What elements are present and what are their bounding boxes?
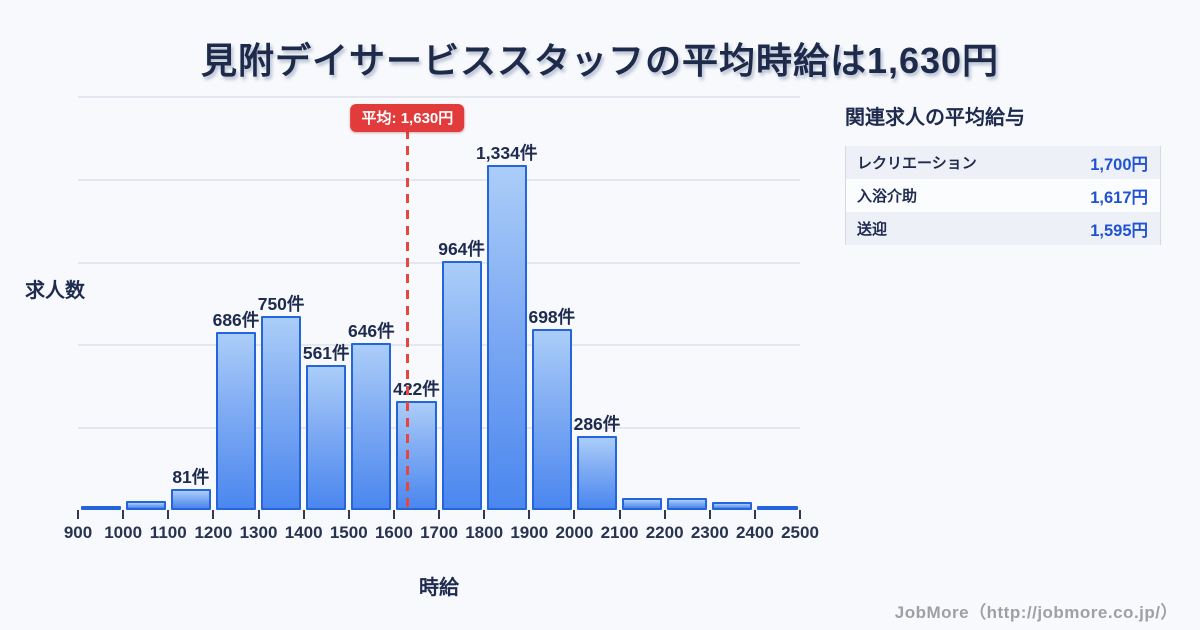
- bar-value-label: 750件: [257, 294, 305, 314]
- x-tick: [77, 510, 79, 519]
- x-tick-label: 900: [63, 523, 93, 542]
- bar-2400-2500: [757, 506, 798, 510]
- related-job-value: 1,595円: [1090, 221, 1148, 240]
- bar-1900-2000: [531, 329, 572, 510]
- bar-1100-1200: [170, 489, 211, 510]
- x-tick: [528, 510, 531, 519]
- bar-value-label: 964件: [438, 239, 485, 259]
- bar-1400-1500: [306, 365, 347, 510]
- x-tick-label: 2200: [645, 523, 684, 542]
- x-tick-label: 2500: [781, 523, 819, 542]
- gridline: [78, 344, 800, 346]
- x-tick-label: 1800: [465, 523, 504, 542]
- x-tick: [212, 510, 215, 519]
- x-tick-label: 1300: [239, 523, 278, 542]
- related-job-row: 送迎 1,595円: [846, 212, 1160, 245]
- x-tick-label: 2100: [600, 523, 639, 542]
- bar-900-1000: [80, 506, 121, 510]
- gridline: [78, 427, 800, 429]
- x-tick: [708, 510, 711, 519]
- bar-value-label: 561件: [302, 343, 350, 363]
- x-tick-label: 1200: [194, 523, 233, 542]
- page-title: 見附デイサービススタッフの平均時給は1,630円: [200, 40, 1000, 81]
- related-job-label: レクリエーション: [857, 155, 977, 172]
- bar-value-label: 422件: [393, 379, 440, 399]
- related-job-value: 1,617円: [1090, 188, 1148, 207]
- x-tick-label: 1700: [420, 523, 458, 542]
- x-tick-label: 1400: [284, 523, 323, 542]
- gridline: [78, 96, 800, 98]
- y-axis-label: 求人数: [25, 280, 85, 302]
- bar-2200-2300: [667, 498, 708, 510]
- x-tick: [302, 510, 305, 519]
- bar-1500-1600: [351, 343, 392, 510]
- x-tick-label: 2400: [735, 523, 774, 542]
- bar-value-label: 81件: [172, 467, 210, 487]
- related-jobs-table: レクリエーション 1,700円入浴介助 1,617円送迎 1,595円: [845, 146, 1161, 245]
- bar-value-label: 686件: [212, 310, 260, 330]
- x-tick: [257, 510, 260, 519]
- bar-value-label: 286件: [573, 414, 621, 434]
- average-badge: 平均: 1,630円: [350, 104, 465, 132]
- bar-1600-1700: [396, 401, 437, 510]
- x-tick: [753, 510, 756, 519]
- x-tick-label: 2300: [690, 523, 729, 542]
- x-tick-label: 1600: [374, 523, 413, 542]
- footer-credit: JobMore（http://jobmore.co.jp/）: [894, 603, 1178, 622]
- related-jobs-panel-title: 関連求人の平均給与: [845, 107, 1025, 129]
- related-job-row: 入浴介助 1,617円: [846, 179, 1160, 212]
- x-tick: [122, 510, 125, 519]
- x-tick: [573, 510, 576, 519]
- bar-value-label: 646件: [347, 321, 395, 341]
- bar-1200-1300: [215, 332, 256, 510]
- bar-2100-2200: [622, 498, 663, 510]
- x-tick: [167, 510, 170, 519]
- bar-1300-1400: [261, 316, 302, 510]
- gridline: [78, 179, 800, 181]
- bar-1800-1900: [486, 165, 527, 510]
- x-tick: [347, 510, 350, 519]
- x-tick-label: 1000: [104, 523, 143, 542]
- x-tick-label: 1900: [510, 523, 549, 542]
- related-job-row: レクリエーション 1,700円: [846, 146, 1160, 179]
- x-tick: [483, 510, 486, 519]
- related-job-label: 送迎: [857, 221, 888, 238]
- x-tick: [392, 510, 395, 519]
- x-tick: [618, 510, 621, 519]
- bar-2300-2400: [712, 502, 753, 510]
- bar-2000-2100: [576, 436, 617, 510]
- x-tick-label: 1100: [149, 523, 187, 542]
- x-tick-label: 1500: [329, 523, 368, 542]
- x-tick: [799, 510, 801, 519]
- gridline: [78, 262, 800, 264]
- bar-1700-1800: [441, 261, 482, 510]
- x-tick-label: 2000: [555, 523, 594, 542]
- x-tick: [663, 510, 666, 519]
- x-tick: [438, 510, 440, 519]
- bar-1000-1100: [125, 501, 166, 510]
- related-job-label: 入浴介助: [857, 188, 918, 205]
- x-axis-label: 時給: [419, 577, 459, 599]
- average-line: [405, 130, 410, 510]
- bar-value-label: 1,334件: [476, 143, 538, 163]
- bar-value-label: 698件: [528, 307, 576, 327]
- related-job-value: 1,700円: [1090, 155, 1148, 174]
